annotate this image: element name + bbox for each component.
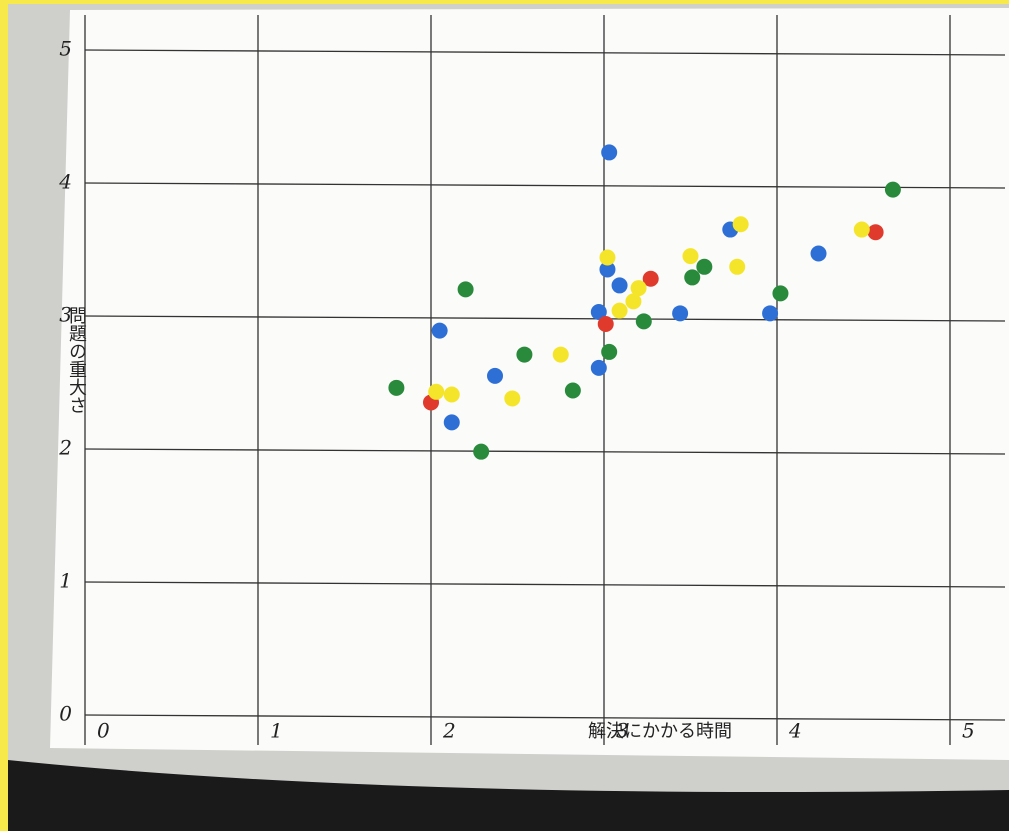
point xyxy=(729,258,746,275)
point xyxy=(601,144,618,161)
point xyxy=(597,315,614,332)
x-tick-label: 5 xyxy=(962,719,975,743)
point xyxy=(684,269,701,286)
y-tick-label: 1 xyxy=(59,569,72,593)
point xyxy=(431,322,448,339)
grid-line xyxy=(84,315,1006,322)
x-tick-label: 4 xyxy=(788,719,802,743)
point xyxy=(635,313,652,330)
point xyxy=(590,304,607,321)
y-tick-label: 0 xyxy=(59,702,72,726)
point xyxy=(443,414,460,431)
point xyxy=(443,386,460,403)
point xyxy=(611,302,628,319)
point xyxy=(516,346,533,363)
point xyxy=(625,293,642,310)
paper xyxy=(50,8,1009,760)
point xyxy=(552,346,569,363)
point xyxy=(867,224,884,241)
y-tick-label: 4 xyxy=(58,170,72,194)
point xyxy=(601,343,618,360)
point xyxy=(599,249,616,266)
y-axis-label: 問題の重大さ xyxy=(66,306,87,414)
y-tick-label: 2 xyxy=(58,436,72,460)
point xyxy=(630,280,647,297)
point xyxy=(853,221,870,238)
point xyxy=(504,390,521,407)
point xyxy=(564,382,581,399)
point xyxy=(884,181,901,198)
point xyxy=(810,245,827,262)
point xyxy=(487,367,504,384)
point xyxy=(732,216,749,233)
grid-line xyxy=(84,49,1006,56)
y-tick-label: 3 xyxy=(59,303,72,327)
grid-line xyxy=(84,448,1006,455)
point xyxy=(762,305,779,322)
grid-line xyxy=(84,581,1006,588)
x-tick-label: 1 xyxy=(270,719,283,743)
point xyxy=(428,383,445,400)
point xyxy=(388,379,405,396)
x-tick-label: 2 xyxy=(442,719,456,743)
x-axis-label: 解決にかかる時間 xyxy=(588,721,732,742)
x-tick-label: 0 xyxy=(97,719,110,743)
point xyxy=(672,305,689,322)
point xyxy=(642,270,659,287)
point xyxy=(611,277,628,294)
point xyxy=(696,258,713,275)
y-tick-label: 5 xyxy=(59,37,72,61)
x-tick-label: 3 xyxy=(616,719,629,743)
grid-line xyxy=(84,714,1006,721)
point xyxy=(682,248,699,265)
point xyxy=(599,261,616,278)
grid-line xyxy=(84,182,1006,189)
point xyxy=(473,443,490,460)
point xyxy=(772,285,789,302)
point xyxy=(457,281,474,298)
table-edge xyxy=(8,760,1009,831)
point xyxy=(590,359,607,376)
